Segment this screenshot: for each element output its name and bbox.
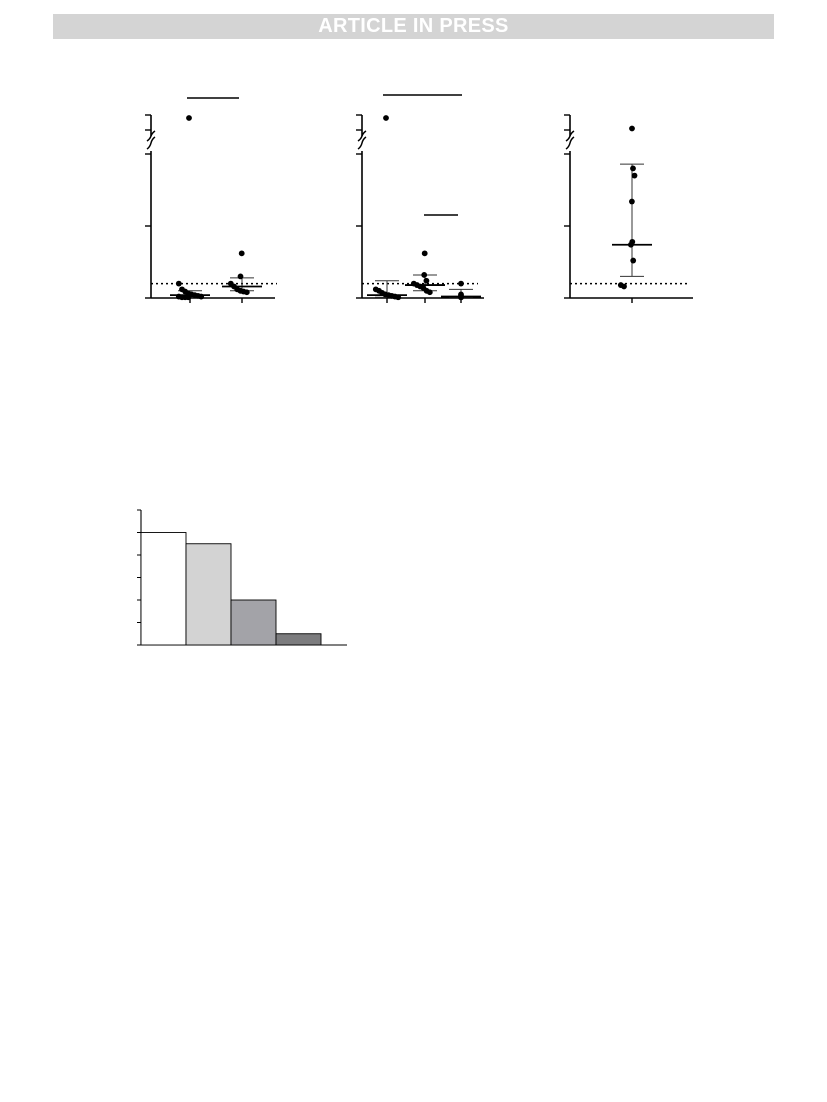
data-point [237, 273, 244, 280]
axis-break-mark [146, 130, 156, 142]
data-point [630, 257, 637, 264]
axis-break-mark [146, 136, 156, 150]
hist-bar [140, 532, 187, 646]
data-point [395, 294, 402, 301]
panel-b [356, 94, 484, 303]
data-point [630, 165, 636, 172]
article-in-press-banner: ARTICLE IN PRESS [53, 14, 774, 39]
data-point [175, 280, 182, 287]
data-point [186, 115, 192, 121]
data-point [628, 241, 634, 248]
data-point [458, 294, 464, 301]
data-point [423, 277, 430, 284]
data-point [631, 172, 638, 179]
hist-bar [185, 543, 232, 646]
panel-c [564, 114, 693, 303]
data-point [243, 289, 250, 296]
data-point [458, 280, 464, 287]
axis-break-mark [357, 130, 367, 142]
data-point [421, 250, 428, 257]
hist-bar [275, 633, 322, 646]
axis-break-mark [357, 136, 367, 150]
axis-break-mark [565, 136, 575, 150]
data-point [238, 250, 245, 257]
data-point [383, 115, 389, 121]
data-point [629, 125, 635, 132]
data-point [421, 272, 428, 278]
axis-break-mark [565, 130, 575, 142]
panel-a [145, 97, 277, 303]
data-point [198, 293, 205, 300]
data-point [426, 289, 433, 296]
data-point [621, 283, 627, 290]
data-point [629, 198, 635, 205]
hist-bar [230, 599, 277, 646]
histogram [137, 509, 347, 646]
